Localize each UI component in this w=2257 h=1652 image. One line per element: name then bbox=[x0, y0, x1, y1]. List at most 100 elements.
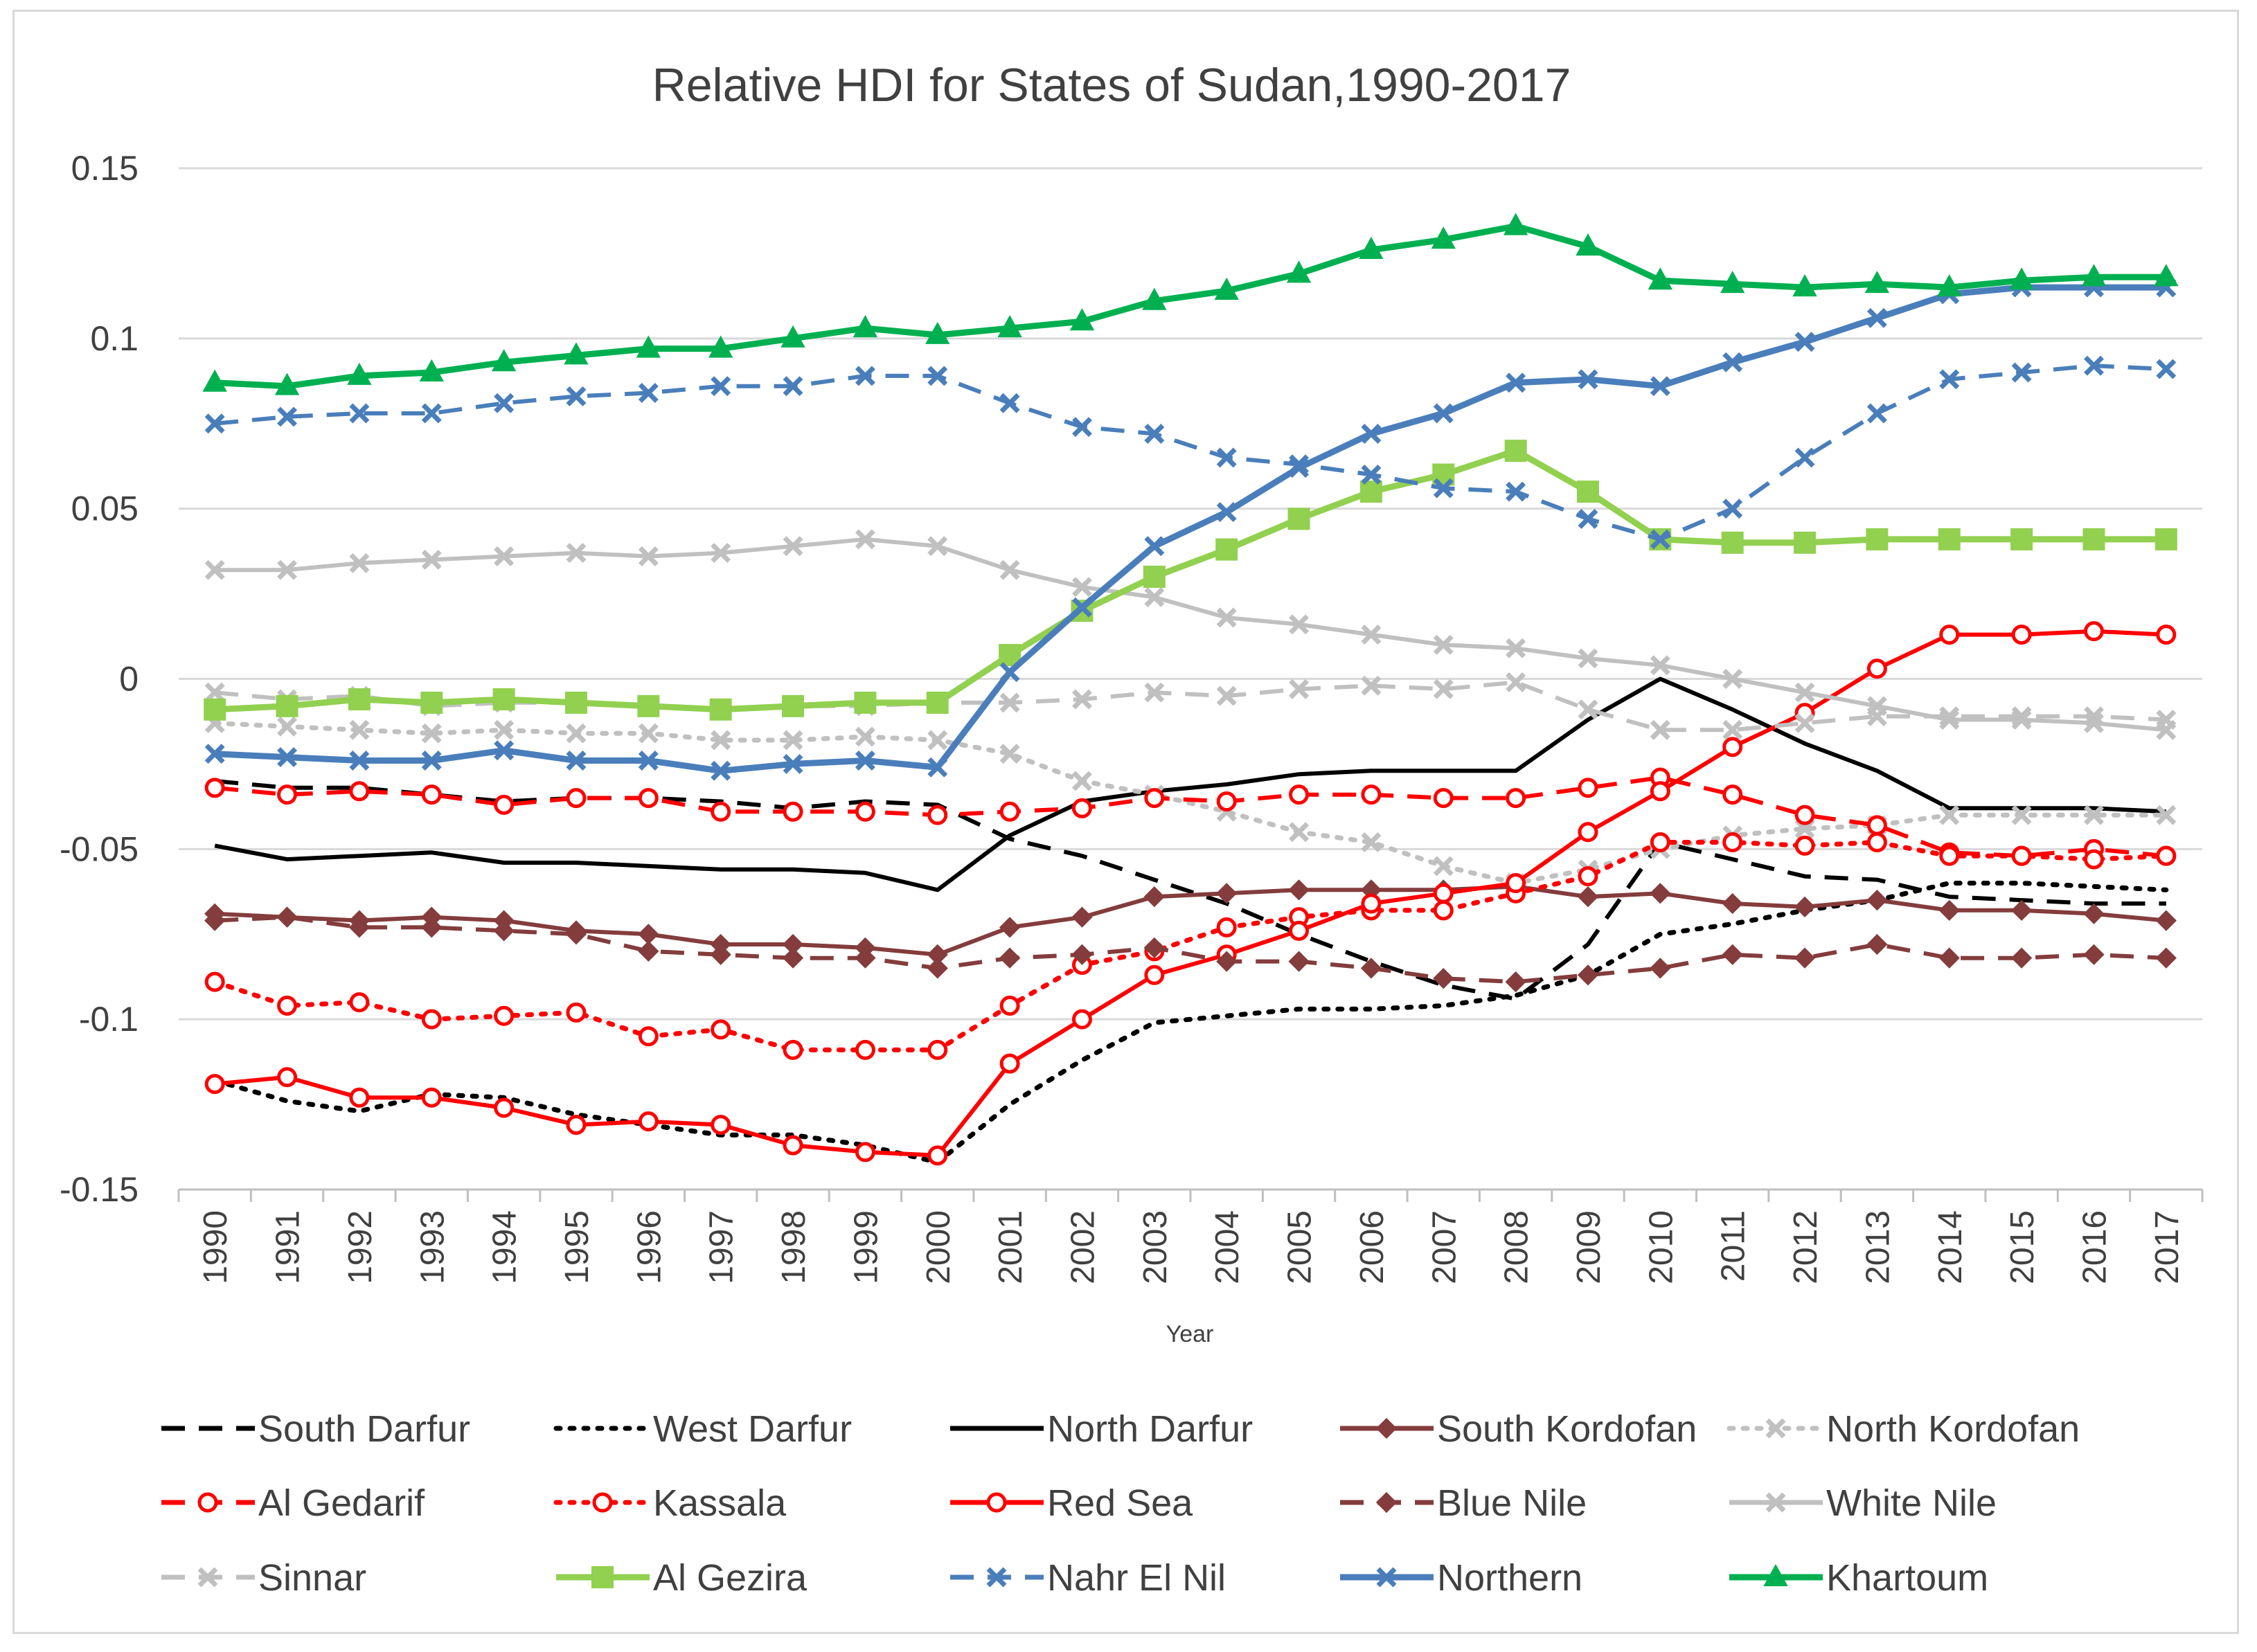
data-point-al-gezira bbox=[2082, 528, 2105, 550]
data-point-sinnar bbox=[999, 692, 1020, 713]
legend-item-white-nile: White Nile bbox=[1729, 1482, 1997, 1524]
legend-marker-nahr-el-nil bbox=[986, 1567, 1007, 1588]
legend-marker-al-gezira bbox=[591, 1566, 614, 1588]
data-point-blue-nile bbox=[782, 947, 804, 969]
x-tick-label: 2014 bbox=[1932, 1210, 1969, 1284]
data-point-kassala bbox=[1794, 835, 1815, 856]
data-point-north-kordofan bbox=[421, 723, 442, 744]
data-point-white-nile bbox=[1722, 669, 1743, 689]
data-point-white-nile bbox=[1144, 587, 1165, 607]
data-point-north-kordofan bbox=[999, 744, 1020, 764]
x-tick-label: 1997 bbox=[704, 1210, 740, 1284]
data-point-blue-nile bbox=[710, 944, 731, 965]
data-point-al-gedarif bbox=[1578, 778, 1598, 798]
legend-label-al-gedarif: Al Gedarif bbox=[258, 1482, 425, 1524]
data-point-northern bbox=[711, 760, 731, 781]
data-point-nahr-el-nil bbox=[711, 376, 731, 397]
x-tick-label: 1991 bbox=[270, 1210, 307, 1284]
x-tick-label: 1995 bbox=[559, 1210, 596, 1284]
data-point-khartoum bbox=[491, 349, 517, 372]
data-point-khartoum bbox=[1720, 271, 1745, 294]
data-point-kassala bbox=[2156, 845, 2177, 866]
x-tick-label: 2011 bbox=[1715, 1210, 1752, 1282]
legend-item-khartoum: Khartoum bbox=[1729, 1557, 1988, 1599]
data-point-blue-nile bbox=[999, 947, 1021, 969]
legend-marker-khartoum bbox=[1763, 1563, 1788, 1586]
data-point-north-kordofan bbox=[1433, 856, 1454, 877]
data-point-khartoum bbox=[1431, 226, 1456, 249]
data-point-kassala bbox=[1216, 917, 1237, 937]
data-point-khartoum bbox=[708, 335, 733, 358]
data-point-sinnar bbox=[1939, 706, 1960, 727]
series-nahr-el-nil bbox=[204, 355, 2177, 550]
x-tick-label: 1992 bbox=[342, 1210, 379, 1284]
series-line-north-kordofan bbox=[212, 720, 2169, 886]
data-point-sinnar bbox=[2011, 706, 2032, 727]
data-point-white-nile bbox=[1289, 614, 1310, 635]
legend-label-al-gezira: Al Gezira bbox=[653, 1557, 808, 1599]
data-point-nahr-el-nil bbox=[2011, 362, 2032, 383]
data-point-al-gezira bbox=[1143, 566, 1166, 588]
data-point-khartoum bbox=[997, 315, 1022, 338]
x-tick-label: 2010 bbox=[1643, 1210, 1679, 1284]
legend-label-south-darfur: South Darfur bbox=[258, 1408, 470, 1450]
data-point-kassala bbox=[927, 1039, 948, 1060]
x-tick-label: 2003 bbox=[1137, 1210, 1174, 1284]
legend-item-red-sea: Red Sea bbox=[950, 1482, 1193, 1524]
data-point-white-nile bbox=[855, 529, 875, 550]
data-point-al-gezira bbox=[2155, 528, 2177, 550]
x-tick-label: 2008 bbox=[1499, 1210, 1535, 1284]
data-point-kassala bbox=[566, 1002, 587, 1023]
data-point-khartoum bbox=[1648, 267, 1673, 290]
data-point-khartoum bbox=[1576, 233, 1600, 256]
data-point-red-sea bbox=[1433, 883, 1454, 904]
data-point-red-sea bbox=[2011, 625, 2032, 645]
data-point-red-sea bbox=[999, 1053, 1020, 1074]
data-point-red-sea bbox=[1506, 873, 1526, 893]
data-point-khartoum bbox=[1214, 277, 1239, 300]
data-point-nahr-el-nil bbox=[1216, 447, 1237, 468]
y-tick-label: -0.1 bbox=[79, 1000, 139, 1039]
data-point-blue-nile bbox=[638, 940, 659, 962]
legend-label-nahr-el-nil: Nahr El Nil bbox=[1047, 1557, 1226, 1599]
data-point-white-nile bbox=[1216, 607, 1237, 628]
data-point-red-sea bbox=[783, 1135, 803, 1156]
data-point-kassala bbox=[2083, 849, 2104, 870]
data-point-nahr-el-nil bbox=[1794, 447, 1815, 468]
data-point-khartoum bbox=[347, 362, 372, 385]
data-point-blue-nile bbox=[1938, 947, 1960, 969]
data-point-nahr-el-nil bbox=[1071, 417, 1092, 438]
legend-marker-red-sea bbox=[986, 1492, 1007, 1513]
data-point-blue-nile bbox=[2155, 947, 2177, 969]
data-point-blue-nile bbox=[1577, 964, 1599, 986]
series-line-kassala bbox=[212, 840, 2169, 1052]
data-point-nahr-el-nil bbox=[855, 366, 875, 386]
data-point-north-kordofan bbox=[2083, 805, 2104, 825]
data-point-al-gedarif bbox=[711, 801, 731, 822]
data-point-al-gezira bbox=[782, 694, 805, 717]
data-point-kassala bbox=[204, 971, 225, 992]
data-point-south-kordofan bbox=[1722, 892, 1743, 915]
x-tick-label: 2009 bbox=[1571, 1210, 1607, 1284]
x-axis-title: Year bbox=[1166, 1321, 1214, 1347]
legend: South Darfur West Darfur North Darfur South… bbox=[161, 1408, 2080, 1599]
data-point-red-sea bbox=[277, 1067, 298, 1088]
x-tick-label: 2004 bbox=[1209, 1210, 1246, 1284]
data-point-nahr-el-nil bbox=[1506, 481, 1526, 502]
data-point-al-gezira bbox=[420, 691, 443, 714]
data-point-kassala bbox=[349, 992, 370, 1013]
data-point-white-nile bbox=[1506, 638, 1526, 658]
data-point-blue-nile bbox=[2083, 944, 2105, 965]
data-point-northern bbox=[204, 744, 225, 764]
data-point-northern bbox=[277, 747, 298, 768]
data-point-kassala bbox=[1866, 832, 1887, 852]
legend-item-blue-nile: Blue Nile bbox=[1340, 1482, 1587, 1524]
data-point-khartoum bbox=[925, 321, 950, 344]
data-point-sinnar bbox=[2083, 706, 2104, 727]
series-line-north-darfur bbox=[214, 676, 2166, 892]
data-point-south-kordofan bbox=[1938, 899, 1960, 921]
x-axis: 1990 1991 1992 1993 1994 1995 1996 1997 1998 1999… bbox=[177, 1188, 2204, 1284]
data-point-kassala bbox=[1433, 900, 1454, 921]
data-point-khartoum bbox=[1069, 308, 1095, 331]
